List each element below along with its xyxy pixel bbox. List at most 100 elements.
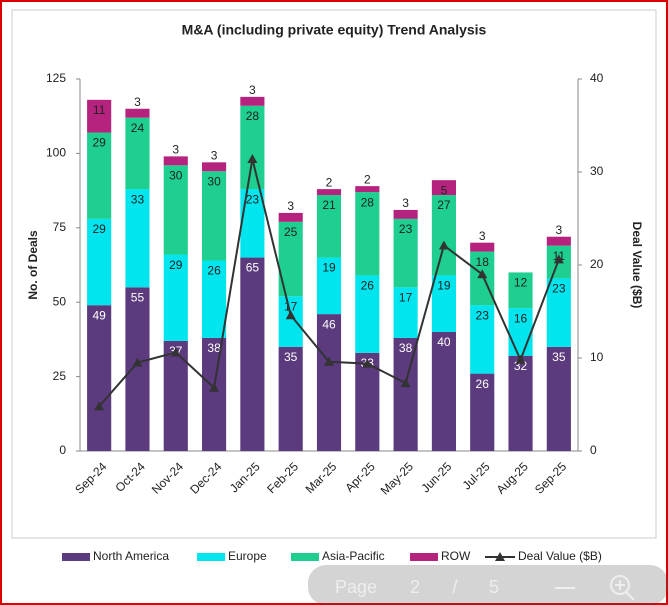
data-label: 23 [399, 222, 413, 236]
page-separator: / [452, 577, 457, 597]
bar-segment [125, 287, 150, 451]
data-label: 35 [284, 350, 298, 364]
bar-segment [240, 96, 265, 106]
data-label: 35 [552, 350, 566, 364]
line-marker [515, 354, 526, 364]
bar-segment [125, 117, 150, 190]
bar-segment [202, 337, 227, 451]
data-label: 26 [207, 264, 221, 278]
y-tick-label: 25 [53, 369, 67, 383]
data-label: 55 [131, 290, 145, 304]
bar-segment [163, 156, 188, 166]
bar-segment [470, 251, 495, 306]
legend-swatch [410, 553, 438, 561]
data-label: 2 [364, 172, 371, 186]
bar-segment [316, 189, 342, 196]
line-marker [94, 401, 105, 411]
bar-segment [470, 305, 495, 374]
data-label: 23 [246, 192, 260, 206]
data-label: 30 [169, 168, 183, 182]
legend-swatch [291, 553, 319, 561]
legend-marker [495, 552, 505, 561]
bar-segment [240, 189, 265, 258]
page-label: Page [335, 577, 377, 597]
data-label: 28 [361, 195, 375, 209]
bar-segment [87, 132, 112, 219]
data-label: 38 [399, 341, 413, 355]
bar-segment [278, 346, 303, 451]
bar-segment [202, 162, 227, 172]
zoom-in-button[interactable] [610, 575, 635, 601]
bar-segment [431, 180, 456, 196]
bar-segment [355, 192, 380, 276]
data-label: 12 [514, 276, 528, 290]
legend-label: Europe [228, 549, 267, 563]
y2-tick-label: 0 [590, 443, 597, 457]
bar-segment [163, 165, 188, 255]
data-label: 5 [441, 183, 448, 197]
data-label: 19 [437, 279, 451, 293]
y2-axis-title: Deal Value ($B) [630, 222, 644, 309]
data-label: 23 [552, 282, 566, 296]
data-label: 3 [211, 148, 218, 162]
bar-segment [431, 195, 456, 276]
data-label: 29 [169, 258, 183, 272]
line-marker [400, 378, 411, 388]
data-label: 3 [556, 223, 563, 237]
data-label: 26 [361, 279, 375, 293]
y2-tick-label: 40 [590, 71, 604, 85]
line-marker [209, 382, 220, 392]
data-label: 3 [249, 83, 256, 97]
bar-segment [278, 296, 303, 347]
bar-segment [393, 218, 418, 288]
data-label: 25 [284, 225, 298, 239]
bar-segment [470, 373, 495, 451]
bar-segment [546, 236, 571, 246]
bar-segment [393, 287, 418, 338]
bar-segment [431, 275, 456, 332]
bar-segment [87, 305, 112, 451]
bar-segment [202, 171, 227, 261]
data-label: 18 [476, 255, 490, 269]
chart-title: M&A (including private equity) Trend Ana… [182, 22, 487, 38]
bar-segment [546, 278, 571, 347]
line-marker [285, 310, 296, 320]
data-label: 46 [322, 317, 336, 331]
data-label: 33 [131, 192, 145, 206]
data-label: 3 [402, 196, 409, 210]
page-current[interactable]: 2 [410, 577, 420, 597]
data-label: 3 [172, 143, 179, 157]
bar-segment [278, 212, 303, 222]
bar-segment [355, 352, 380, 451]
data-label: 28 [246, 109, 260, 123]
bar-segment [202, 260, 227, 338]
bar-segment [393, 209, 418, 219]
y-tick-label: 50 [53, 294, 67, 308]
bar-segment [316, 195, 342, 258]
legend-label: North America [93, 549, 169, 563]
y2-tick-label: 10 [590, 350, 604, 364]
bar-segment [546, 346, 571, 451]
data-label: 3 [287, 199, 294, 213]
bar-segment [240, 105, 265, 190]
bar-segment [87, 218, 112, 306]
data-label: 11 [93, 103, 106, 117]
legend-label: Asia-Pacific [322, 549, 385, 563]
y2-tick-label: 20 [590, 257, 604, 271]
data-label: 23 [476, 308, 490, 322]
data-label: 17 [399, 290, 413, 304]
y2-tick-label: 30 [590, 164, 604, 178]
y-tick-label: 75 [53, 220, 67, 234]
line-marker [553, 254, 564, 264]
line-marker [247, 153, 258, 163]
legend-swatch [197, 553, 225, 561]
legend-label: ROW [441, 549, 471, 563]
data-label: 40 [437, 335, 451, 349]
line-marker [438, 240, 449, 250]
y-tick-label: 100 [46, 146, 66, 160]
bar-segment [355, 275, 380, 353]
legend-label: Deal Value ($B) [518, 549, 602, 563]
bar-segment [355, 186, 380, 193]
bar-segment [125, 189, 150, 288]
